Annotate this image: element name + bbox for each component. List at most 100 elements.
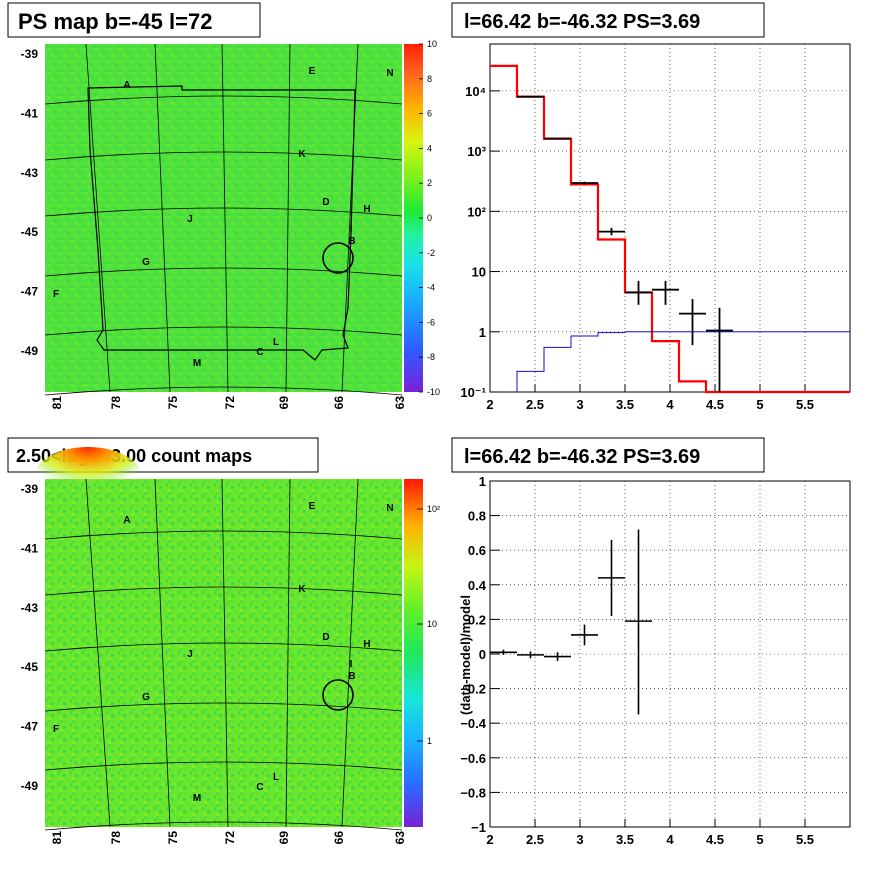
source-label: G xyxy=(142,692,150,703)
spectrum-series xyxy=(490,64,850,394)
y-tick-label: 1 xyxy=(479,474,486,489)
y-tick-label: 10⁻¹ xyxy=(460,385,486,400)
source-label: D xyxy=(322,632,329,643)
source-label: D xyxy=(322,197,329,208)
ps-map-image xyxy=(45,44,402,392)
colorbar-tick-label: 2 xyxy=(427,178,432,188)
y-tick-label: 10⁴ xyxy=(465,84,486,99)
count-source-circle xyxy=(322,679,354,711)
lon-tick-label: 78 xyxy=(109,396,123,410)
x-tick-label: 5 xyxy=(756,397,763,412)
lon-line xyxy=(154,478,171,828)
x-tick-label: 4.5 xyxy=(706,397,724,412)
x-tick-label: 2.5 xyxy=(526,397,544,412)
y-tick-label: 0.6 xyxy=(468,543,486,558)
residual-panel: l=66.42 b=-46.32 PS=3.69 2 2.5 3 3.5 4 4.5 5 5.… xyxy=(451,437,851,847)
count-map-lat-ticks: -39 -41 -43 -45 -47 -49 xyxy=(21,482,39,793)
x-tick-label: 3 xyxy=(576,832,583,847)
lat-tick-label: -43 xyxy=(21,601,39,615)
count-map-image xyxy=(45,479,402,827)
y-tick-label: 10 xyxy=(472,265,486,280)
residual-x-ticks: 2 2.5 3 3.5 4 4.5 5 5.5 xyxy=(486,832,814,847)
lat-tick-label: -49 xyxy=(21,779,39,793)
lat-tick-label: -49 xyxy=(21,344,39,358)
source-label: F xyxy=(53,724,59,735)
residual-y-label: (data-model)/model xyxy=(458,595,473,715)
lon-line xyxy=(285,478,291,828)
x-tick-label: 3.5 xyxy=(616,397,634,412)
lat-line xyxy=(44,821,403,831)
x-tick-label: 3.5 xyxy=(616,832,634,847)
count-map-hotspot xyxy=(33,447,143,511)
count-colorbar xyxy=(404,479,423,827)
residual-grid xyxy=(489,480,850,828)
colorbar-tick-label: 0 xyxy=(427,213,432,223)
lon-tick-label: 66 xyxy=(332,831,346,845)
colorbar-tick-label: 4 xyxy=(427,143,432,153)
lat-line xyxy=(44,761,403,771)
lon-line xyxy=(221,478,229,828)
lon-tick-label: 81 xyxy=(50,831,64,845)
lat-tick-label: -47 xyxy=(21,285,39,299)
source-label: C xyxy=(256,347,263,358)
lat-line xyxy=(44,267,403,277)
source-label: I xyxy=(350,224,353,235)
ps-source-circle xyxy=(322,242,354,274)
count-map-lon-ticks: 81 78 75 72 69 66 63 xyxy=(50,831,407,845)
lon-tick-label: 81 xyxy=(50,396,64,410)
source-label: L xyxy=(273,772,279,783)
colorbar-tick-label: 1 xyxy=(427,736,432,746)
colorbar-tick-label: 10 xyxy=(427,619,437,629)
x-tick-label: 5.5 xyxy=(796,397,814,412)
lat-line xyxy=(44,326,403,336)
lon-tick-label: 75 xyxy=(166,396,180,410)
colorbar-tick-label: -10 xyxy=(427,387,440,397)
count-map-source-labels: A E N K D HIB J G F CL M xyxy=(53,501,394,804)
y-tick-label: 0.4 xyxy=(468,578,487,593)
y-tick-label: −0.4 xyxy=(460,716,486,731)
source-label: N xyxy=(386,503,393,514)
lon-tick-label: 72 xyxy=(223,831,237,845)
lon-line xyxy=(85,478,111,828)
x-tick-label: 5.5 xyxy=(796,832,814,847)
source-label: K xyxy=(298,584,306,595)
spectrum-title: l=66.42 b=-46.32 PS=3.69 xyxy=(464,11,700,33)
x-tick-label: 2 xyxy=(486,832,493,847)
y-tick-label: −1 xyxy=(471,820,486,835)
source-label: B xyxy=(348,671,355,682)
residual-title-box xyxy=(451,437,765,473)
model-background-step xyxy=(516,331,850,392)
colorbar-tick-label: 8 xyxy=(427,74,432,84)
x-tick-label: 2 xyxy=(486,397,493,412)
source-label: A xyxy=(123,515,130,526)
colorbar-tick-label: -8 xyxy=(427,352,435,362)
lon-tick-label: 72 xyxy=(223,396,237,410)
ps-map-lon-ticks: 81 78 75 72 69 66 63 xyxy=(50,396,407,410)
source-label: N xyxy=(386,68,393,79)
source-label: F xyxy=(53,289,59,300)
lat-tick-label: -43 xyxy=(21,166,39,180)
source-label: M xyxy=(193,793,201,804)
colorbar-tick-label: 10 xyxy=(427,39,437,49)
x-tick-label: 3 xyxy=(576,397,583,412)
x-tick-label: 5 xyxy=(756,832,763,847)
spectrum-title-box xyxy=(451,2,765,38)
lat-tick-label: -41 xyxy=(21,541,39,555)
lon-line xyxy=(154,43,171,393)
lon-line xyxy=(341,43,359,393)
source-label: E xyxy=(309,66,316,77)
residual-series xyxy=(490,529,652,715)
source-label: I xyxy=(350,659,353,670)
lat-tick-label: -39 xyxy=(21,47,39,61)
x-tick-label: 4 xyxy=(666,397,674,412)
y-tick-label: −0.2 xyxy=(460,682,486,697)
lat-tick-label: -45 xyxy=(21,660,39,674)
source-label: C xyxy=(256,782,263,793)
count-map-panel: 2.50<logE<3.00 count maps AE NKDHIBJGFCLM… xyxy=(7,437,440,845)
ps-colorbar-ticks: 10 8 6 4 2 0 -2 -4 -6 -8 -10 xyxy=(419,39,440,397)
count-map-graticule xyxy=(44,478,403,831)
colorbar-tick-label: -4 xyxy=(427,283,435,293)
lat-line xyxy=(44,642,403,652)
residual-y-ticks: 1 0.8 0.6 0.4 0.2 0 −0.2 −0.4 −0.6 −0.8 −1 xyxy=(460,474,486,835)
